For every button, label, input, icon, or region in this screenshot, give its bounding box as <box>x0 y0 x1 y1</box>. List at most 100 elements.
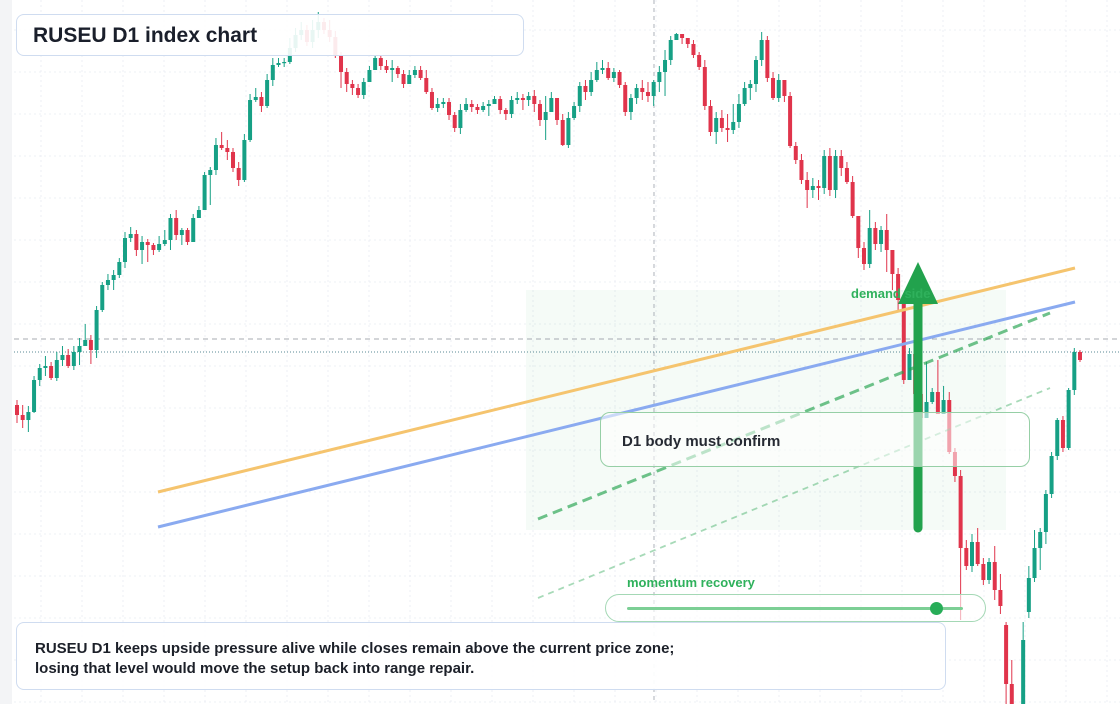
candle <box>714 112 719 144</box>
candle-body <box>384 66 389 70</box>
candle-body <box>890 250 895 274</box>
candle <box>242 134 247 182</box>
candle <box>594 62 599 82</box>
candle-body <box>43 366 48 368</box>
candle <box>680 34 685 44</box>
candle <box>623 82 628 116</box>
candle <box>896 268 901 310</box>
candle <box>179 228 184 245</box>
candle <box>788 92 793 148</box>
candle <box>191 214 196 242</box>
candle <box>515 92 520 104</box>
candle-body <box>344 72 349 84</box>
candle <box>1066 388 1071 450</box>
candle-body <box>680 34 685 38</box>
candle-body <box>486 104 491 106</box>
candle-body <box>134 234 139 250</box>
candle <box>685 38 690 48</box>
candle <box>123 232 128 268</box>
momentum-track <box>627 607 963 610</box>
candle-body <box>833 156 838 190</box>
candle-body <box>151 245 156 250</box>
candle-body <box>225 148 230 152</box>
candle <box>20 405 25 428</box>
candle <box>793 142 798 164</box>
candle <box>981 558 986 585</box>
candle-body <box>697 55 702 67</box>
candle-body <box>412 70 417 75</box>
confirm-callout-text: D1 body must confirm <box>622 433 781 450</box>
candle-body <box>930 392 935 402</box>
candle <box>447 98 452 120</box>
candle-body <box>935 392 940 414</box>
candle-body <box>907 354 912 380</box>
candle-body <box>611 72 616 78</box>
candle <box>1078 350 1082 362</box>
candle <box>731 104 736 134</box>
candle-body <box>861 248 866 264</box>
candle-body <box>1078 352 1082 360</box>
candle <box>492 96 497 104</box>
candle-body <box>441 102 446 104</box>
candle <box>640 80 645 100</box>
candle-body <box>356 88 361 95</box>
candle <box>356 84 361 98</box>
candle <box>577 82 582 112</box>
candle <box>753 56 758 92</box>
candle <box>719 110 724 132</box>
candle <box>88 335 93 364</box>
candle-body <box>600 68 605 70</box>
candle-body <box>447 102 452 115</box>
candle <box>924 362 929 418</box>
candle-body <box>361 82 366 95</box>
candle <box>361 78 366 99</box>
candle <box>1038 528 1043 570</box>
candle <box>850 176 855 218</box>
candle <box>566 112 571 148</box>
candle <box>429 88 434 110</box>
candle-body <box>1072 352 1077 390</box>
candle <box>771 72 776 100</box>
candle-body <box>498 99 503 110</box>
candle-body <box>509 100 514 114</box>
candle-body <box>753 60 758 84</box>
candle-body <box>458 110 463 128</box>
candle <box>759 32 764 66</box>
candle-body <box>771 78 776 98</box>
candle <box>498 96 503 114</box>
candle-body <box>668 40 673 60</box>
candle <box>992 546 997 600</box>
candle <box>395 66 400 78</box>
candle-body <box>674 34 679 40</box>
candle-body <box>168 218 173 240</box>
candle-body <box>799 160 804 180</box>
candle <box>736 94 741 128</box>
candle-body <box>617 72 622 85</box>
chart-title: RUSEU D1 index chart <box>33 24 258 47</box>
candle-body <box>350 84 355 88</box>
candle <box>458 104 463 134</box>
candle-body <box>1032 548 1037 578</box>
candle-body <box>634 88 639 98</box>
candle-body <box>242 140 247 180</box>
candle <box>702 60 707 110</box>
candle-body <box>628 98 633 112</box>
candle <box>219 132 224 150</box>
candle <box>833 150 838 198</box>
candle-body <box>651 82 656 96</box>
candle <box>168 214 173 250</box>
momentum-knob[interactable] <box>929 602 943 615</box>
candle-body <box>88 340 93 350</box>
candle <box>412 66 417 78</box>
candle <box>464 98 469 112</box>
candle-body <box>429 92 434 108</box>
candle-body <box>572 106 577 118</box>
candle <box>15 400 19 423</box>
candle <box>231 148 236 172</box>
candle <box>572 102 577 120</box>
momentum-slider[interactable] <box>605 594 986 622</box>
candle <box>697 52 702 70</box>
candle <box>503 108 508 120</box>
candle <box>151 243 156 255</box>
